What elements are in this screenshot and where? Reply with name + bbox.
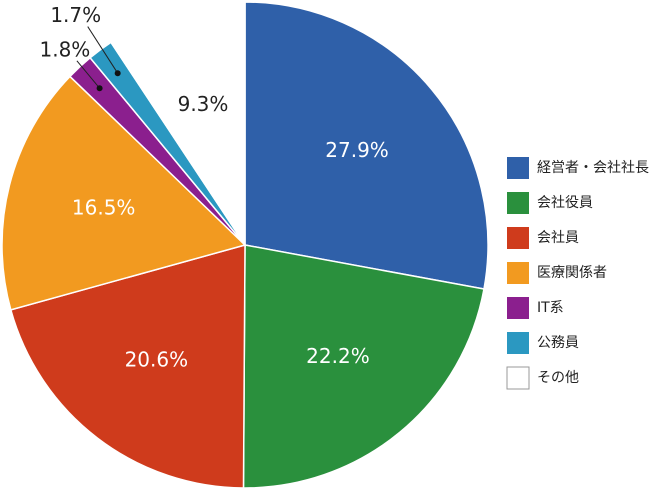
slice-label: 9.3% — [178, 92, 229, 116]
legend-label: その他 — [537, 370, 579, 386]
legend-label: 医療関係者 — [537, 264, 607, 281]
legend-swatch — [507, 227, 529, 249]
legend-swatch — [507, 192, 529, 214]
legend-label: IT系 — [537, 300, 564, 316]
legend-swatch — [507, 332, 529, 354]
leader-dot — [114, 70, 121, 77]
legend-label: 会社役員 — [537, 195, 593, 211]
slice-label: 27.9% — [325, 138, 389, 162]
slice-label: 22.2% — [306, 344, 370, 368]
slice-label: 20.6% — [125, 347, 189, 371]
legend-swatch — [507, 297, 529, 319]
pie-slice — [9, 244, 246, 489]
legend-label: 公務員 — [537, 335, 579, 351]
legend-label: 経営者・会社社長 — [537, 160, 649, 176]
pie-slice — [109, 1, 246, 248]
leader-dot — [96, 85, 103, 92]
legend-label: 会社員 — [537, 230, 579, 246]
pie-slice — [242, 244, 485, 489]
leader-line — [87, 26, 119, 74]
leader-line — [76, 60, 100, 89]
legend-swatch — [506, 366, 530, 390]
pie-slice — [1, 75, 247, 311]
slice-label: 1.7% — [50, 3, 101, 27]
slice-label: 1.8% — [39, 37, 90, 61]
pie-slice — [244, 1, 489, 290]
legend-swatch — [507, 262, 529, 284]
legend-swatch — [507, 157, 529, 179]
slice-label: 16.5% — [72, 196, 136, 220]
